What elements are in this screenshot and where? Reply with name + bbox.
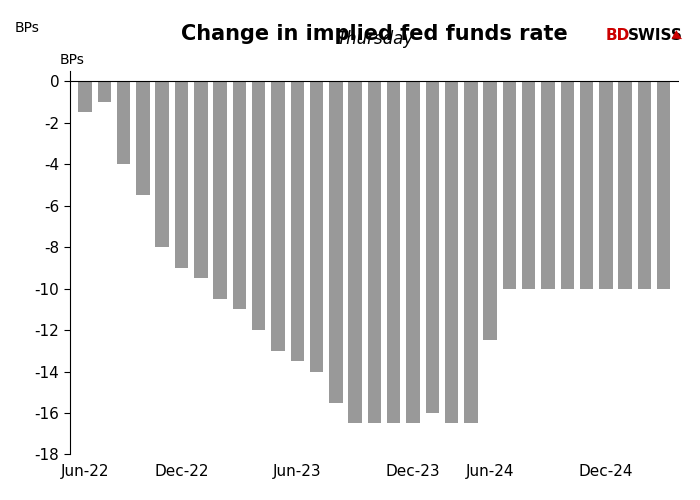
Bar <box>290 81 304 361</box>
Bar <box>232 81 246 310</box>
Bar <box>252 81 265 330</box>
Bar <box>657 81 671 288</box>
Text: SWISS: SWISS <box>628 28 682 42</box>
Bar <box>561 81 574 288</box>
Bar <box>349 81 362 423</box>
Bar <box>522 81 536 288</box>
Bar <box>426 81 439 413</box>
Bar <box>541 81 555 288</box>
Bar <box>580 81 594 288</box>
Bar <box>97 81 111 102</box>
Text: BD: BD <box>606 28 630 42</box>
Bar <box>484 81 497 340</box>
Bar <box>271 81 285 351</box>
Bar <box>310 81 323 372</box>
Bar <box>368 81 382 423</box>
Bar <box>464 81 477 423</box>
Bar <box>503 81 516 288</box>
Bar <box>444 81 458 423</box>
Bar <box>387 81 400 423</box>
Bar <box>329 81 342 402</box>
Text: BPs: BPs <box>15 21 40 35</box>
Bar <box>117 81 130 164</box>
Text: ▶: ▶ <box>670 28 685 44</box>
Bar <box>618 81 632 288</box>
Bar <box>599 81 612 288</box>
Text: Thursday: Thursday <box>336 30 413 48</box>
Bar <box>175 81 188 268</box>
Text: BPs: BPs <box>60 52 85 66</box>
Bar <box>214 81 227 299</box>
Bar <box>194 81 208 278</box>
Bar <box>406 81 420 423</box>
Bar <box>136 81 150 196</box>
Bar <box>155 81 169 247</box>
Title: Change in implied fed funds rate: Change in implied fed funds rate <box>181 24 568 44</box>
Bar <box>638 81 651 288</box>
Bar <box>78 81 92 112</box>
